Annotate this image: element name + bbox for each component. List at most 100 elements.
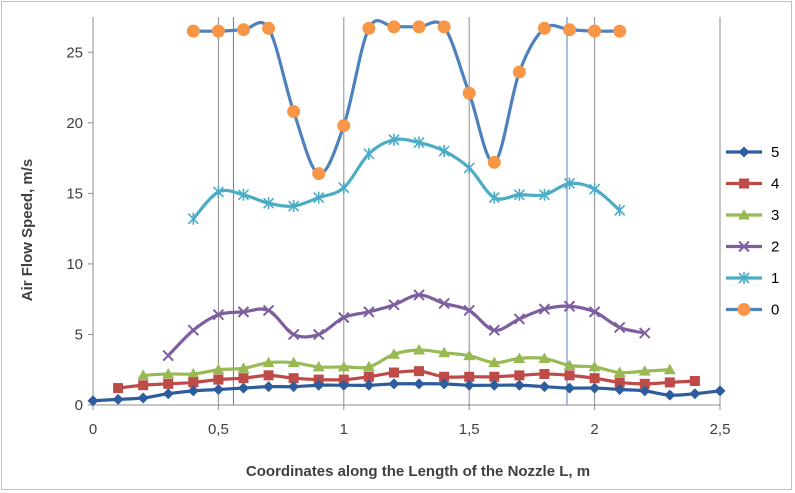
data-point (388, 299, 400, 311)
data-point (362, 21, 376, 35)
marker-stroke (413, 136, 425, 149)
gridlines (217, 17, 721, 405)
data-point (287, 356, 300, 368)
data-point (589, 183, 601, 196)
data-point (488, 379, 500, 391)
legend-item: 0 (726, 302, 779, 319)
marker-stroke (513, 313, 526, 325)
marker-stroke (563, 177, 576, 190)
marker-stroke (162, 349, 174, 362)
data-point (387, 348, 400, 359)
data-point (589, 382, 601, 394)
y-tick-label: 10 (66, 256, 83, 273)
data-point (514, 370, 525, 381)
data-point (538, 188, 551, 201)
data-point (287, 328, 300, 341)
data-point (639, 327, 651, 339)
data-point (238, 373, 249, 384)
data-point (187, 385, 199, 397)
marker-stroke (538, 303, 551, 315)
marker-stroke (639, 327, 651, 339)
x-tick-label: 0 (89, 421, 97, 438)
marker-stroke (313, 191, 325, 204)
data-point (187, 324, 200, 336)
data-point (338, 181, 350, 194)
data-point (212, 363, 225, 375)
series-line (193, 19, 620, 176)
data-point (639, 385, 651, 397)
data-point (613, 24, 627, 38)
data-point (437, 20, 451, 34)
marker-stroke (338, 311, 350, 324)
data-point (236, 23, 250, 37)
data-point (313, 328, 325, 341)
data-point (112, 393, 124, 405)
marker-stroke (538, 188, 551, 201)
data-point (589, 373, 600, 384)
marker-stroke (338, 181, 350, 194)
legend-item: 2 (726, 239, 779, 256)
data-point (438, 297, 450, 310)
data-point (213, 374, 224, 385)
data-point (414, 366, 425, 377)
data-point (262, 197, 275, 210)
marker-stroke (363, 306, 375, 318)
marker-stroke (488, 324, 500, 336)
data-point (187, 212, 199, 225)
data-point (538, 381, 550, 393)
x-tick-label: 0,5 (208, 421, 229, 438)
data-point (363, 371, 374, 382)
data-point (87, 395, 99, 407)
data-point (563, 23, 577, 37)
legend-label: 2 (771, 239, 779, 256)
legend-marker (738, 146, 750, 158)
data-point (413, 289, 425, 301)
data-point (613, 366, 626, 378)
data-point (664, 377, 675, 388)
data-point (613, 321, 626, 334)
series-line (192, 137, 621, 220)
data-point (588, 24, 602, 38)
data-point (463, 349, 476, 361)
data-point (263, 370, 274, 381)
marker-stroke (212, 185, 224, 198)
y-tick-label: 15 (66, 185, 83, 202)
marker-stroke (212, 308, 225, 321)
marker-stroke (262, 197, 275, 210)
marker-stroke (237, 306, 250, 318)
data-point (564, 382, 576, 394)
data-point (614, 204, 626, 217)
series-5 (87, 378, 726, 407)
data-point (689, 388, 701, 400)
marker-stroke (288, 200, 300, 213)
data-point (363, 379, 375, 391)
data-point (464, 371, 475, 382)
data-point (512, 65, 526, 79)
data-point (312, 360, 325, 372)
legend-item: 1 (726, 270, 779, 287)
x-tick-label: 2,5 (710, 421, 731, 438)
data-point (188, 377, 199, 388)
data-point (288, 200, 300, 213)
data-point (463, 304, 475, 317)
data-point (337, 119, 351, 133)
data-point (338, 374, 349, 385)
data-point (487, 155, 501, 169)
data-point (639, 378, 650, 389)
data-point (438, 346, 451, 358)
y-tick-label: 20 (66, 115, 83, 132)
x-tick-label: 1 (340, 421, 348, 438)
marker-stroke (187, 324, 200, 336)
series-line (143, 348, 670, 377)
data-point (387, 20, 401, 34)
series-0 (186, 19, 627, 181)
marker-stroke (313, 328, 325, 341)
marker-stroke (363, 147, 375, 160)
marker-stroke (438, 145, 450, 158)
y-axis-title: Air Flow Speed, m/s (19, 159, 36, 302)
data-point (537, 21, 551, 35)
series-group (87, 19, 726, 407)
data-point (212, 185, 224, 198)
